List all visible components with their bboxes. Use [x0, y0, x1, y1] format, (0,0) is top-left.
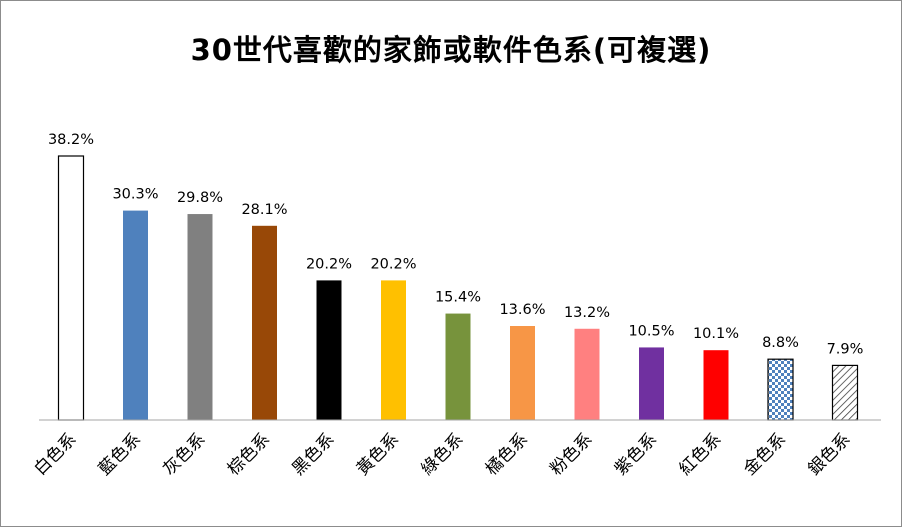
- category-label-11: 紅色系: [675, 429, 725, 479]
- category-label-4: 棕色系: [224, 429, 274, 479]
- category-label-3: 灰色系: [159, 429, 209, 479]
- bar-10: [639, 347, 664, 420]
- category-label-13: 銀色系: [804, 429, 854, 479]
- bar-8: [510, 326, 535, 420]
- bar-4: [252, 225, 277, 420]
- category-label-12: 金色系: [740, 429, 790, 479]
- bar-12: [767, 358, 794, 421]
- bar-3: [187, 214, 213, 420]
- category-label-1: 白色系: [30, 429, 80, 479]
- category-label-10: 紫色系: [611, 429, 661, 479]
- bar-9: [574, 328, 600, 420]
- bar-11: [703, 350, 729, 420]
- value-label-7: 15.4%: [435, 290, 481, 306]
- bar-7: [445, 313, 471, 420]
- category-label-7: 綠色系: [417, 429, 467, 479]
- value-label-5: 20.2%: [306, 256, 352, 272]
- value-label-9: 13.2%: [564, 305, 610, 321]
- category-label-2: 藍色系: [95, 429, 145, 479]
- value-label-11: 10.1%: [693, 326, 739, 342]
- chart-title: 30世代喜歡的家飾或軟件色系(可複選): [190, 33, 712, 67]
- bar-13: [831, 364, 859, 421]
- value-label-1: 38.2%: [48, 132, 94, 148]
- category-label-6: 黃色系: [353, 429, 403, 479]
- value-label-3: 29.8%: [177, 190, 223, 206]
- value-label-10: 10.5%: [628, 323, 674, 339]
- value-label-2: 30.3%: [112, 187, 158, 203]
- value-label-8: 13.6%: [499, 302, 545, 318]
- value-label-4: 28.1%: [241, 202, 287, 218]
- category-label-5: 黑色系: [288, 429, 338, 479]
- value-label-13: 7.9%: [827, 341, 864, 357]
- value-label-6: 20.2%: [370, 256, 416, 272]
- bar-2: [123, 210, 148, 420]
- category-label-9: 粉色系: [546, 429, 596, 479]
- category-label-8: 橘色系: [482, 429, 532, 479]
- value-label-12: 8.8%: [762, 335, 799, 351]
- bar-1: [57, 155, 85, 421]
- bar-6: [381, 280, 406, 420]
- bar-5: [316, 280, 342, 420]
